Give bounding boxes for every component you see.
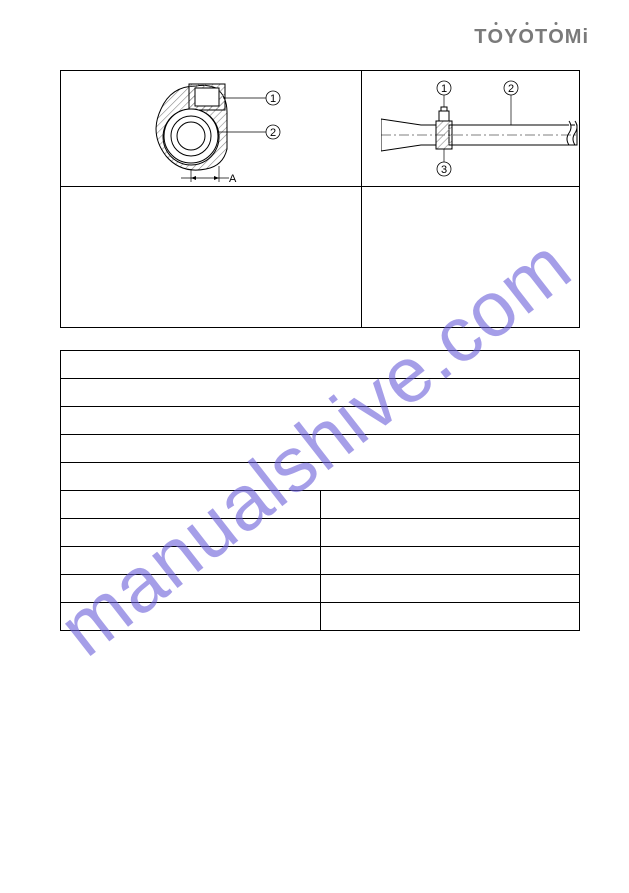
diagram-panel: 1 2 A: [60, 70, 580, 328]
callout-label: 3: [441, 164, 447, 176]
figure-pipe-connection: 1 2 3: [381, 77, 571, 177]
callout-label: 1: [270, 93, 276, 105]
table-row: [61, 603, 580, 631]
callout-label: 2: [508, 83, 514, 95]
panel-vertical-divider: [361, 71, 362, 327]
table-row: [61, 435, 580, 463]
table-row: [61, 351, 580, 379]
table-row: [61, 379, 580, 407]
table-row: [61, 407, 580, 435]
callout-label: 1: [441, 83, 447, 95]
brand-logo: TOYOTOMi: [474, 26, 589, 49]
table-row: [61, 519, 580, 547]
callout-label: 2: [270, 127, 276, 139]
table-row: [61, 547, 580, 575]
table-row: [61, 491, 580, 519]
figure-cross-section: 1 2 A: [131, 74, 331, 184]
table-row: [61, 575, 580, 603]
dimension-label: A: [229, 173, 237, 185]
table-row: [61, 463, 580, 491]
data-table: [60, 350, 580, 631]
